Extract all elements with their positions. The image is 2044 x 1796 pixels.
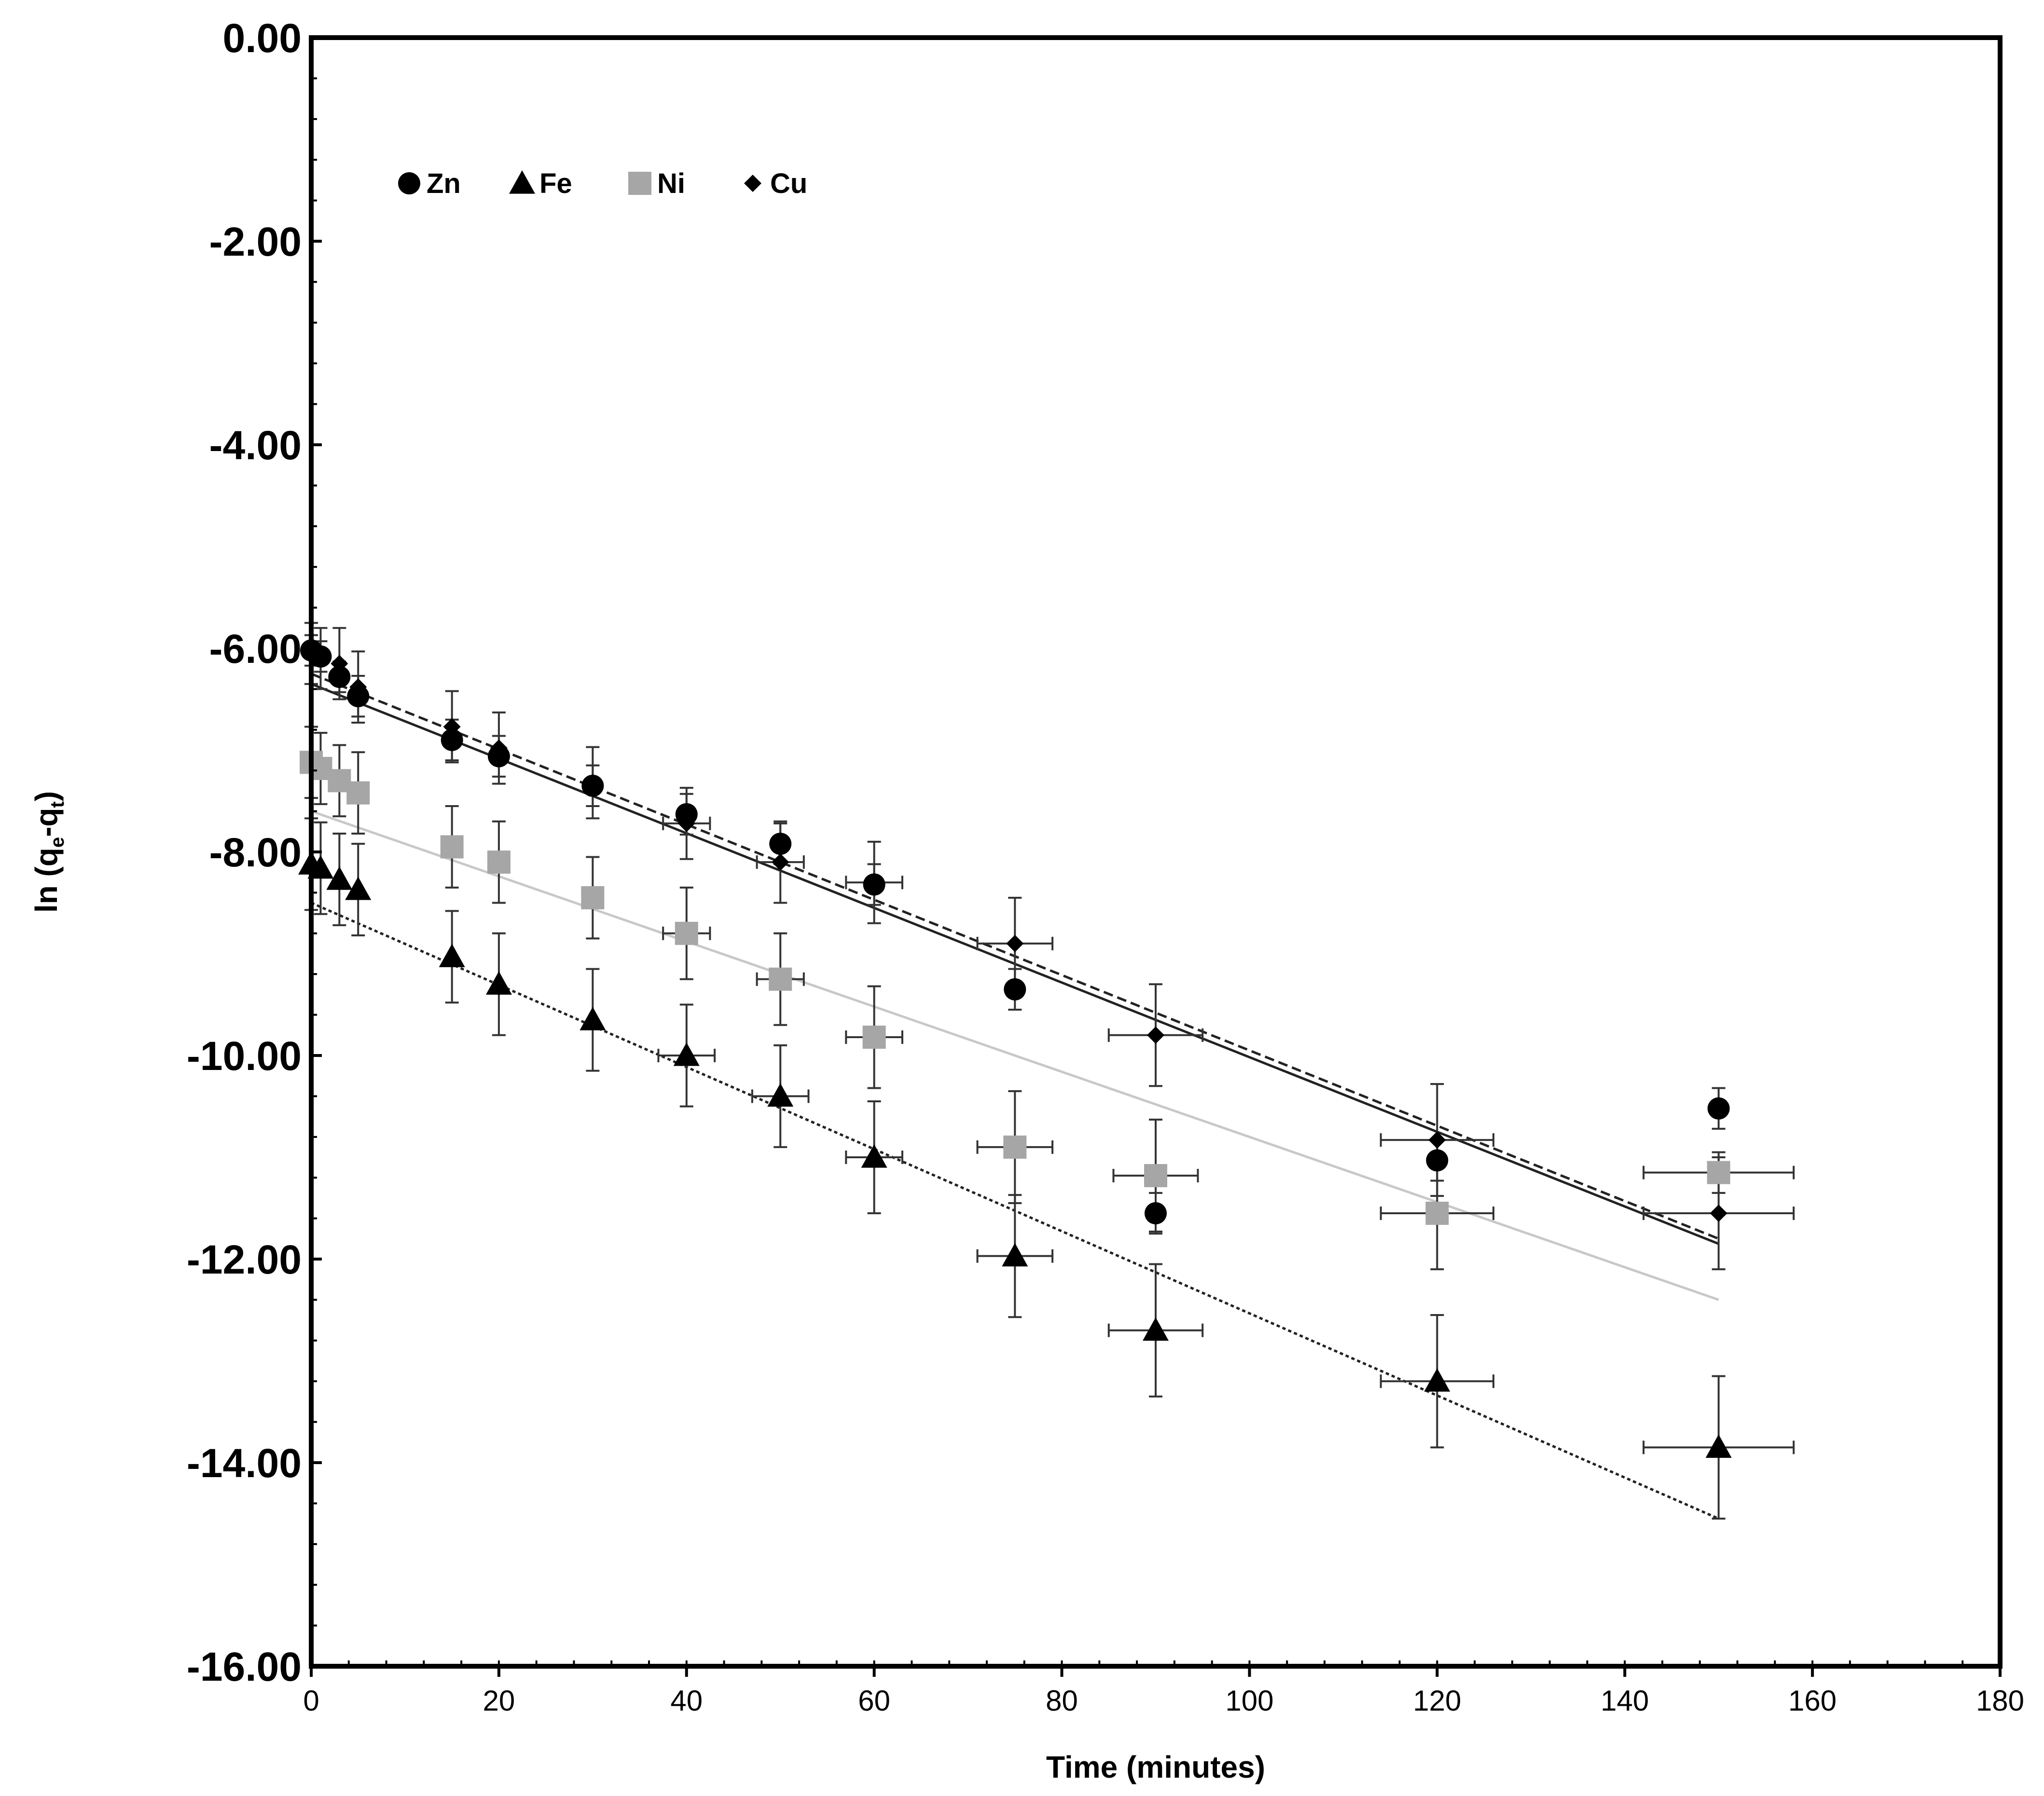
x-tick-label: 140 — [1601, 1685, 1649, 1717]
point-zn — [1004, 978, 1026, 1001]
point-cu — [865, 874, 883, 891]
point-fe — [580, 1007, 606, 1030]
y-tick-label: -8.00 — [209, 830, 302, 875]
x-tick-label: 80 — [1046, 1685, 1078, 1717]
point-fe — [861, 1144, 887, 1168]
point-cu — [1147, 1026, 1164, 1044]
y-axis-title-part: -q — [29, 808, 64, 836]
point-cu — [1710, 1205, 1727, 1222]
point-cu — [772, 853, 789, 871]
point-fe — [767, 1083, 794, 1107]
point-zn — [441, 728, 463, 751]
y-tick-label: -4.00 — [209, 423, 302, 468]
point-cu — [312, 650, 330, 668]
point-fe — [1424, 1368, 1450, 1392]
point-fe — [1705, 1434, 1732, 1458]
x-tick-label: 20 — [483, 1685, 515, 1717]
point-ni — [487, 850, 511, 874]
y-tick-label: -16.00 — [187, 1644, 302, 1689]
y-tick-label: -10.00 — [187, 1033, 302, 1079]
point-zn — [1707, 1097, 1730, 1120]
point-cu — [331, 655, 348, 672]
y-tick-label: -12.00 — [187, 1237, 302, 1282]
y-axis-title-part: t — [47, 801, 68, 808]
point-fe — [439, 944, 465, 967]
point-ni — [346, 781, 370, 805]
x-tick-label: 0 — [303, 1685, 319, 1717]
legend-marker-cu — [744, 175, 761, 192]
legend-marker-zn — [398, 172, 420, 194]
point-fe — [345, 877, 372, 900]
point-ni — [862, 1026, 886, 1049]
point-ni — [1003, 1135, 1027, 1159]
point-zn — [347, 685, 370, 708]
point-fe — [1002, 1243, 1028, 1267]
y-axis-title-part: e — [47, 837, 68, 848]
point-ni — [1425, 1202, 1449, 1225]
legend-marker-fe — [509, 170, 535, 194]
point-cu — [1006, 934, 1024, 952]
point-zn — [769, 833, 792, 855]
x-tick-label: 160 — [1788, 1685, 1837, 1717]
x-tick-label: 120 — [1413, 1685, 1461, 1717]
point-cu — [490, 739, 508, 757]
point-cu — [677, 814, 695, 832]
legend-label-cu: Cu — [770, 168, 807, 199]
point-ni — [440, 835, 464, 859]
legend-label-fe: Fe — [539, 168, 572, 199]
legend-marker-ni — [628, 172, 651, 195]
y-tick-label: -14.00 — [187, 1440, 302, 1486]
point-zn — [1426, 1149, 1449, 1172]
point-cu — [1428, 1131, 1446, 1149]
legend-label-zn: Zn — [427, 168, 461, 199]
point-zn — [675, 803, 698, 825]
plot-area — [311, 38, 2000, 1666]
x-tick-label: 40 — [670, 1685, 703, 1717]
x-axis-title: Time (minutes) — [1046, 1750, 1265, 1784]
point-zn — [1145, 1202, 1167, 1225]
point-ni — [1707, 1161, 1730, 1184]
y-axis-title-part: ln (q — [29, 848, 64, 913]
point-fe — [307, 855, 334, 879]
fit-line-ni — [311, 810, 1719, 1301]
point-fe — [485, 971, 512, 995]
point-ni — [769, 967, 792, 991]
y-tick-label: -2.00 — [209, 219, 302, 264]
point-cu — [584, 774, 602, 792]
point-ni — [581, 886, 605, 909]
point-fe — [326, 866, 353, 890]
y-axis-title: ln (qe-qt) — [29, 791, 68, 913]
legend-label-ni: Ni — [657, 168, 685, 199]
point-cu — [349, 678, 367, 696]
y-tick-label: 0.00 — [223, 15, 302, 61]
y-axis-title-part: ) — [29, 791, 64, 801]
point-ni — [1144, 1164, 1167, 1187]
point-fe — [673, 1042, 700, 1066]
x-tick-label: 60 — [858, 1685, 890, 1717]
point-fe — [1143, 1317, 1169, 1341]
point-cu — [443, 718, 461, 736]
point-zn — [328, 666, 351, 688]
x-tick-label: 100 — [1225, 1685, 1273, 1717]
point-ni — [675, 921, 698, 945]
y-tick-label: -6.00 — [209, 626, 302, 672]
x-tick-label: 180 — [1976, 1685, 2024, 1717]
